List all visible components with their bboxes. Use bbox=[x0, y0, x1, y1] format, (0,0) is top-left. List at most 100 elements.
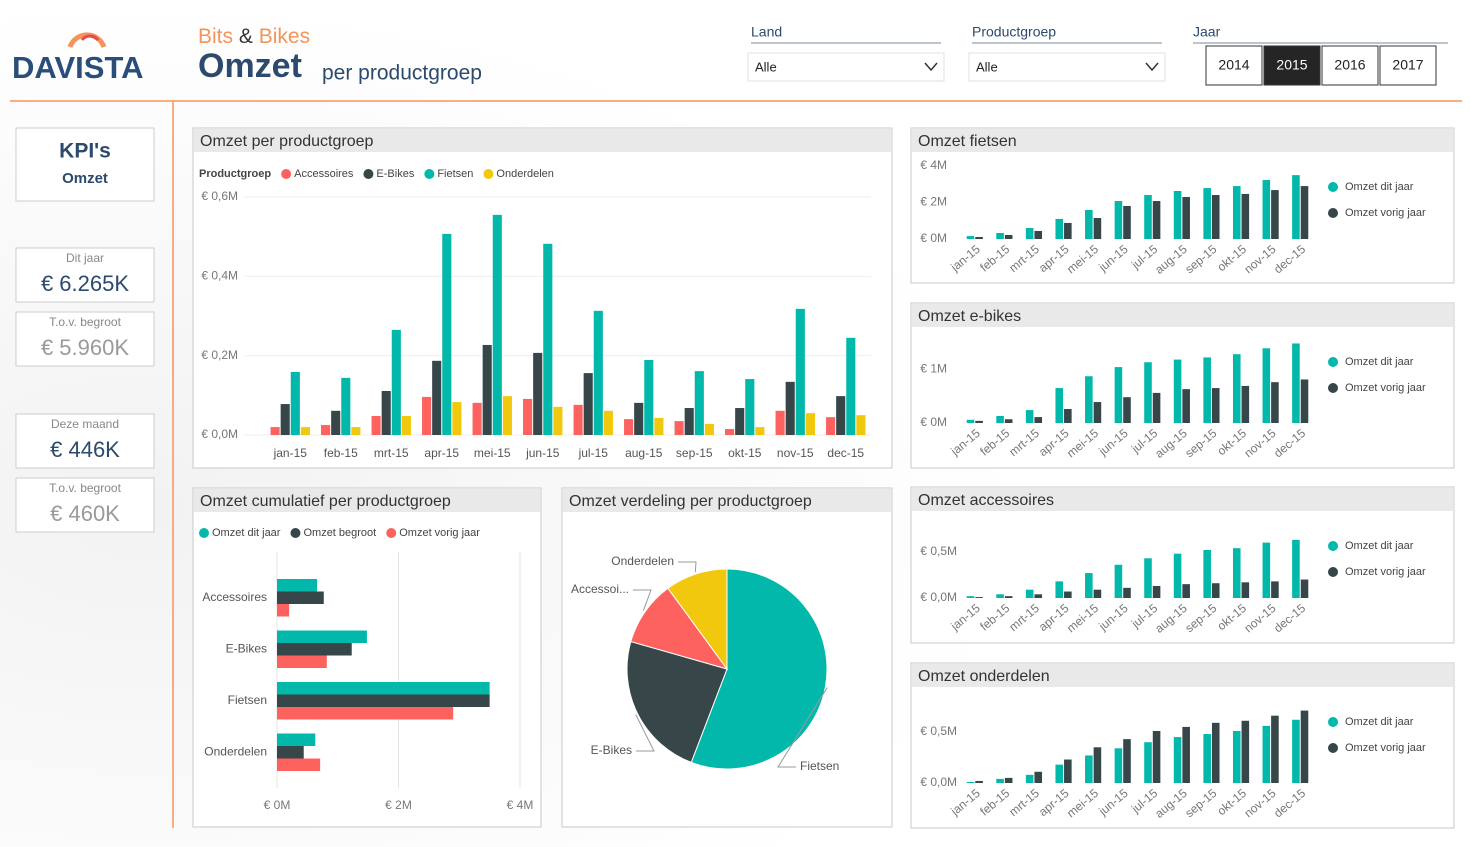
bar bbox=[1300, 186, 1309, 239]
bar bbox=[624, 419, 634, 435]
bar bbox=[684, 408, 694, 435]
bar bbox=[1232, 354, 1241, 423]
bar bbox=[1025, 410, 1034, 423]
bar bbox=[331, 410, 341, 435]
legend-label: Omzet dit jaar bbox=[1345, 181, 1414, 193]
bar bbox=[1144, 558, 1152, 598]
chevron bbox=[1145, 62, 1159, 72]
bar bbox=[674, 421, 684, 435]
bar bbox=[1093, 747, 1102, 783]
bar bbox=[1114, 201, 1123, 239]
dropdown-box[interactable] bbox=[747, 52, 945, 82]
dropdown[interactable]: Alle bbox=[747, 52, 945, 82]
bar bbox=[1271, 581, 1279, 598]
bar bbox=[1203, 550, 1211, 598]
bar bbox=[1114, 748, 1123, 783]
bar bbox=[603, 410, 613, 435]
bar bbox=[725, 429, 735, 435]
bar bbox=[341, 377, 351, 435]
bar bbox=[775, 410, 785, 435]
bar bbox=[270, 427, 280, 435]
bar bbox=[1182, 197, 1190, 239]
bar bbox=[371, 415, 381, 435]
bar bbox=[1085, 573, 1093, 598]
year-button[interactable] bbox=[1205, 45, 1263, 86]
bar bbox=[1123, 397, 1131, 423]
bar bbox=[573, 404, 583, 435]
brand-part: Bits bbox=[198, 25, 233, 48]
bar bbox=[1123, 205, 1131, 239]
dropdown[interactable]: Alle bbox=[968, 52, 1166, 82]
bar bbox=[1064, 409, 1072, 423]
bar bbox=[1064, 591, 1072, 598]
x-tick-label: € 4M bbox=[507, 798, 534, 812]
dropdown-value: Alle bbox=[755, 59, 777, 74]
panel-header bbox=[912, 488, 1453, 511]
year-button-label: 2016 bbox=[1334, 57, 1365, 73]
bar bbox=[277, 643, 352, 656]
bar bbox=[966, 596, 975, 598]
bar bbox=[1262, 180, 1271, 239]
kpi-value: € 6.265K bbox=[41, 271, 129, 296]
panel-title: Omzet fietsen bbox=[918, 133, 1017, 150]
bar bbox=[1034, 230, 1043, 239]
panel-header bbox=[912, 304, 1453, 327]
bar bbox=[1064, 759, 1072, 783]
chevron bbox=[924, 62, 938, 72]
panel-title: Omzet per productgroep bbox=[200, 133, 374, 150]
bar bbox=[1203, 188, 1211, 239]
bar bbox=[1211, 722, 1220, 783]
panel-header bbox=[912, 664, 1453, 687]
bar bbox=[1123, 587, 1131, 598]
bar bbox=[966, 419, 975, 423]
bar bbox=[1173, 191, 1182, 239]
legend-label: Accessoires bbox=[294, 168, 354, 180]
pie-slice bbox=[690, 568, 828, 770]
bar bbox=[1232, 186, 1241, 239]
year-button[interactable] bbox=[1379, 45, 1437, 86]
legend-marker bbox=[1328, 208, 1338, 218]
bar bbox=[583, 373, 593, 435]
dropdown-box[interactable] bbox=[968, 52, 1166, 82]
leader-line bbox=[777, 687, 828, 768]
x-tick-label: jun-15 bbox=[525, 446, 560, 460]
panel-title: Omzet cumulatief per productgroep bbox=[200, 493, 451, 510]
legend-marker bbox=[1328, 717, 1338, 727]
year-button[interactable] bbox=[1321, 45, 1379, 86]
bar bbox=[1055, 581, 1064, 598]
bar bbox=[1114, 564, 1123, 598]
bar bbox=[1241, 385, 1250, 423]
bar bbox=[1182, 726, 1190, 783]
bar bbox=[553, 406, 563, 435]
bar bbox=[1004, 596, 1013, 598]
bar bbox=[472, 402, 482, 435]
kpi-label: T.o.v. begroot bbox=[49, 481, 121, 495]
bar bbox=[996, 416, 1004, 423]
legend-label: E-Bikes bbox=[376, 168, 414, 180]
year-button[interactable] bbox=[1263, 45, 1321, 86]
legend-marker bbox=[1328, 383, 1338, 393]
pie-label: Onderdelen bbox=[611, 554, 674, 568]
legend-marker bbox=[199, 528, 209, 538]
pie-label: E-Bikes bbox=[591, 743, 632, 757]
y-tick-label: € 0,2M bbox=[201, 348, 238, 362]
bar bbox=[1271, 715, 1279, 783]
kpi-value: € 460K bbox=[50, 501, 120, 526]
x-tick-label: sep-15 bbox=[676, 446, 713, 460]
bar bbox=[805, 413, 815, 435]
bar bbox=[1034, 594, 1043, 598]
kpi-label: T.o.v. begroot bbox=[49, 315, 121, 329]
bar bbox=[482, 344, 492, 435]
x-tick-label: jul-15 bbox=[578, 446, 609, 460]
bar bbox=[290, 371, 300, 435]
legend-marker bbox=[1328, 743, 1338, 753]
brand-part: Bikes bbox=[259, 25, 310, 48]
bar bbox=[1152, 201, 1161, 239]
legend-marker bbox=[1328, 541, 1338, 551]
legend-marker bbox=[1328, 182, 1338, 192]
legend-marker bbox=[424, 169, 435, 179]
x-tick-label: mei-15 bbox=[474, 446, 511, 460]
logo: DAVISTA bbox=[12, 50, 143, 85]
bar bbox=[1055, 388, 1064, 423]
legend-label: Omzet vorig jaar bbox=[1345, 566, 1426, 578]
